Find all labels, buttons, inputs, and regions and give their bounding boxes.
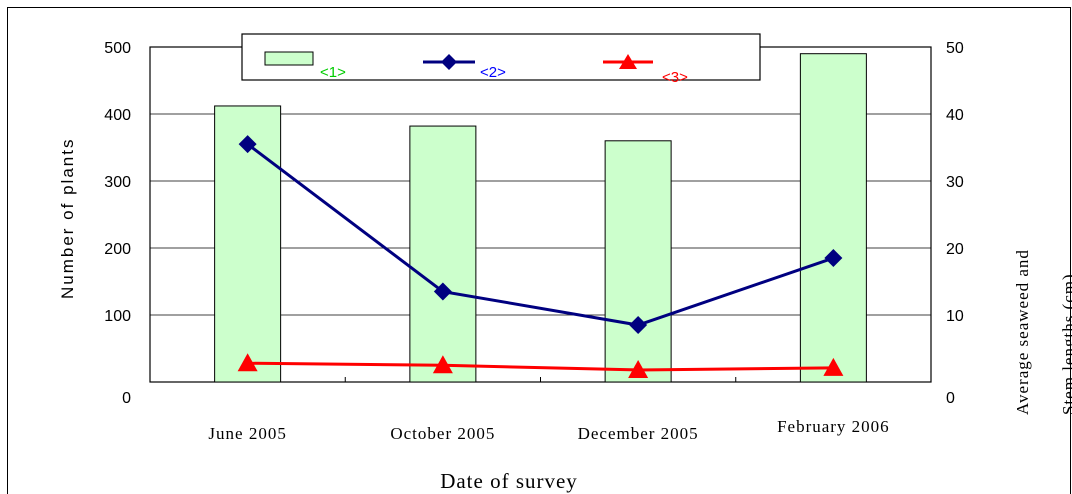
diamond-marker <box>433 282 452 301</box>
series-line <box>246 142 834 327</box>
legend-diamond-marker <box>441 54 457 70</box>
y-tick-label: 100 <box>104 308 131 325</box>
y-tick-label: 400 <box>104 107 131 124</box>
y2-axis-label-line2: Stem lengths (cm) <box>1059 273 1072 415</box>
legend-label-1: <1> <box>320 64 346 81</box>
legend: <1> <2> <3> <box>241 33 761 86</box>
category-label: December 2005 <box>578 424 699 443</box>
bar <box>799 53 867 383</box>
diamond-marker <box>238 135 257 154</box>
left-tick-labels: 0 100 200 300 400 500 <box>104 40 131 407</box>
y-tick-label: 200 <box>104 241 131 258</box>
bar <box>409 125 477 383</box>
category-labels: June 2005 October 2005 December 2005 Februa… <box>208 417 890 443</box>
y2-tick-label: 30 <box>946 174 964 191</box>
y2-tick-label: 50 <box>946 40 964 57</box>
y2-tick-label: 10 <box>946 308 964 325</box>
x-tick-marks <box>344 377 737 382</box>
series-line <box>247 361 834 372</box>
triangle-marker <box>432 355 453 374</box>
y-tick-label: 300 <box>104 174 131 191</box>
legend-triangle-marker <box>619 54 637 69</box>
y2-tick-label: 0 <box>946 390 955 407</box>
y-axis-label: Number of plants <box>58 138 77 299</box>
x-axis-label: Date of survey <box>440 469 578 493</box>
legend-label-3: <3> <box>662 69 688 86</box>
bar-series <box>214 53 867 383</box>
category-label: October 2005 <box>390 424 495 443</box>
bar <box>604 140 672 383</box>
diamond-marker <box>824 249 843 268</box>
category-label: June 2005 <box>208 424 286 443</box>
triangle-marker <box>237 353 258 372</box>
diamond-marker <box>629 316 648 335</box>
line-series <box>237 135 844 378</box>
y-tick-label: 500 <box>104 40 131 57</box>
triangle-marker <box>628 359 649 378</box>
chart-frame <box>7 7 1071 494</box>
y2-axis-label-line1: Average seaweed and <box>1013 249 1032 415</box>
legend-box <box>241 33 761 81</box>
y2-tick-label: 20 <box>946 241 964 258</box>
triangle-marker <box>823 357 844 376</box>
category-label: February 2006 <box>777 417 890 436</box>
legend-bar-swatch <box>264 51 314 66</box>
legend-label-2: <2> <box>480 64 506 81</box>
y-tick-label: 0 <box>122 390 131 407</box>
y2-tick-label: 40 <box>946 107 964 124</box>
right-tick-labels: 0 10 20 30 40 50 <box>946 40 964 407</box>
